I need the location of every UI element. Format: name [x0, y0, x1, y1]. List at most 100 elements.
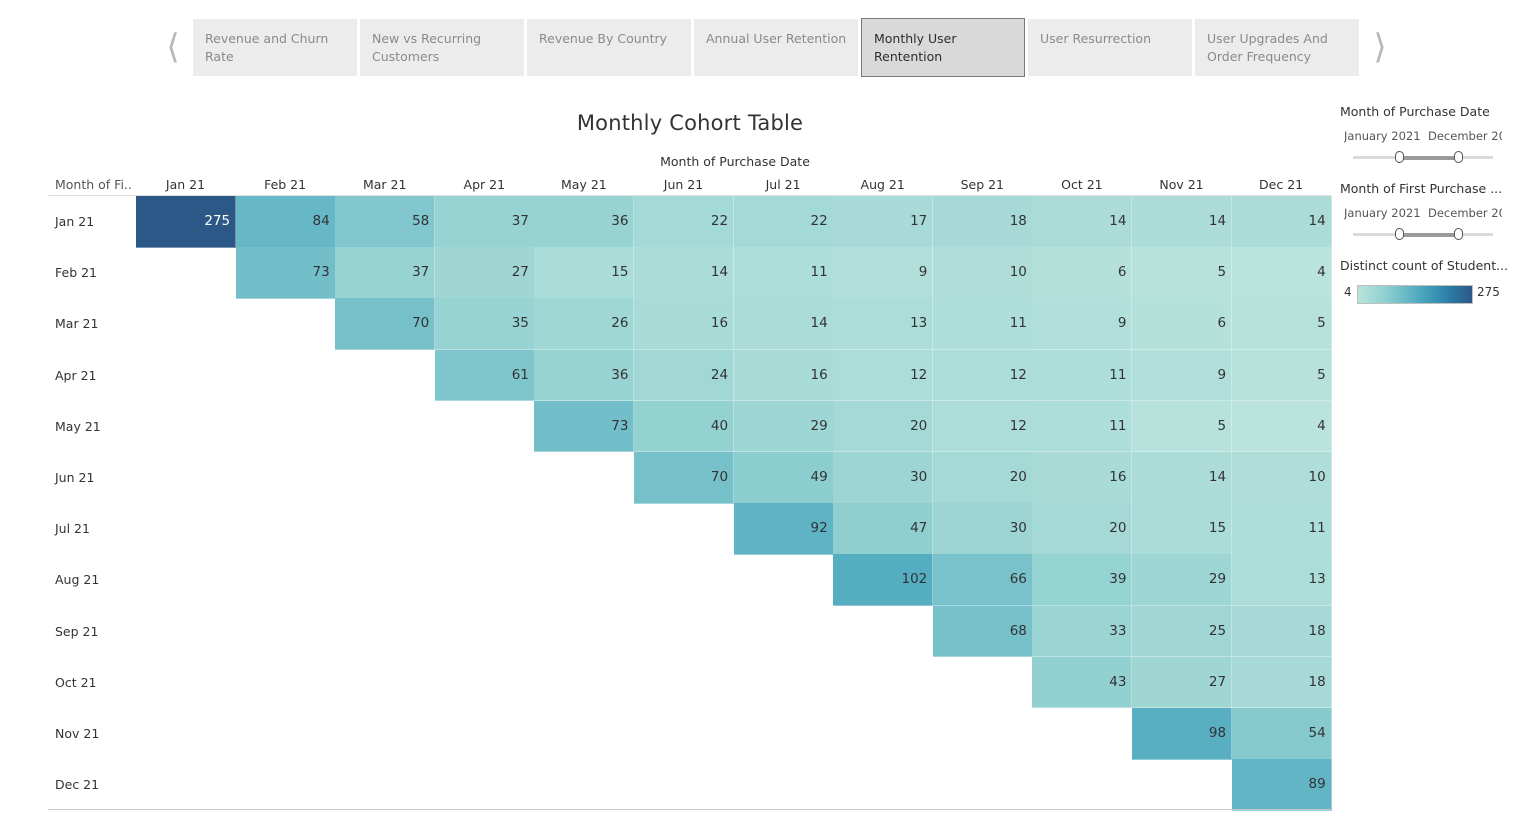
heatmap-cell[interactable]: 20 — [1032, 503, 1133, 555]
heatmap-cell[interactable]: 16 — [1032, 452, 1133, 504]
slider-end-handle[interactable] — [1454, 151, 1463, 163]
heatmap-cell[interactable]: 9 — [1032, 298, 1133, 351]
heatmap-cell[interactable]: 9 — [833, 247, 934, 299]
tab-annual-user-retention[interactable]: Annual User Retention — [694, 19, 858, 76]
heatmap-cell[interactable]: 22 — [634, 196, 735, 248]
heatmap-cell[interactable]: 14 — [1032, 196, 1133, 248]
heatmap-cell[interactable]: 68 — [932, 605, 1033, 658]
tab-monthly-user-rentention[interactable]: Monthly User Rentention — [861, 18, 1025, 77]
tab-revenue-and-churn-rate[interactable]: Revenue and Churn Rate — [193, 19, 357, 76]
heatmap-cell[interactable]: 4 — [1231, 400, 1332, 453]
heatmap-cell[interactable]: 11 — [733, 247, 834, 299]
heatmap-cell[interactable]: 70 — [634, 452, 735, 504]
heatmap-cell[interactable]: 39 — [1032, 554, 1133, 607]
heatmap-cell[interactable]: 11 — [1032, 400, 1133, 453]
heatmap-cell[interactable]: 27 — [434, 247, 535, 299]
heatmap-cell[interactable]: 18 — [932, 196, 1033, 248]
heatmap-cell[interactable]: 5 — [1132, 247, 1233, 299]
heatmap-cell[interactable]: 37 — [434, 196, 535, 248]
heatmap-cell[interactable]: 47 — [833, 503, 934, 555]
heatmap-cell[interactable]: 89 — [1231, 759, 1332, 811]
heatmap-cell[interactable]: 13 — [833, 298, 934, 351]
heatmap-cell[interactable]: 16 — [733, 349, 834, 402]
heatmap-cell[interactable]: 6 — [1032, 247, 1133, 299]
heatmap-cell[interactable]: 20 — [833, 400, 934, 453]
heatmap-cell[interactable]: 18 — [1231, 656, 1332, 709]
column-header: Apr 21 — [463, 177, 506, 192]
heatmap-cell[interactable]: 5 — [1231, 298, 1332, 351]
heatmap-cell[interactable]: 61 — [434, 349, 535, 402]
tab-new-vs-recurring-customers[interactable]: New vs Recurring Customers — [360, 19, 524, 76]
slider-end-handle[interactable] — [1454, 228, 1463, 240]
heatmap-cell[interactable]: 102 — [833, 554, 934, 607]
heatmap-cell[interactable]: 33 — [1032, 605, 1133, 658]
heatmap-cell[interactable]: 12 — [833, 349, 934, 402]
heatmap-cell[interactable]: 22 — [733, 196, 834, 248]
heatmap-cell[interactable]: 14 — [1231, 196, 1332, 248]
heatmap-cell[interactable]: 20 — [932, 452, 1033, 504]
heatmap-cell[interactable]: 11 — [932, 298, 1033, 351]
tab-user-resurrection[interactable]: User Resurrection — [1028, 19, 1192, 76]
heatmap-cell[interactable]: 49 — [733, 452, 834, 504]
slider-start-handle[interactable] — [1395, 228, 1405, 240]
heatmap-cell[interactable]: 73 — [534, 400, 635, 453]
heatmap-cell[interactable]: 15 — [534, 247, 635, 299]
heatmap-cell[interactable]: 15 — [1132, 503, 1233, 555]
heatmap-cell[interactable]: 58 — [335, 196, 436, 248]
heatmap-cell[interactable]: 12 — [932, 400, 1033, 453]
filter-title-first-purchase: Month of First Purchase ... — [1340, 181, 1503, 196]
heatmap-cell[interactable]: 14 — [733, 298, 834, 351]
row-label: Nov 21 — [55, 726, 100, 741]
heatmap-cell[interactable]: 14 — [1132, 196, 1233, 248]
heatmap-cell[interactable]: 66 — [932, 554, 1033, 607]
heatmap-cell[interactable]: 17 — [833, 196, 934, 248]
purchase-date-slider[interactable] — [1353, 151, 1493, 163]
heatmap-cell[interactable]: 43 — [1032, 656, 1133, 709]
heatmap-cell[interactable]: 10 — [1231, 452, 1332, 504]
heatmap-cell[interactable]: 5 — [1132, 400, 1233, 453]
tab-revenue-by-country[interactable]: Revenue By Country — [527, 19, 691, 76]
heatmap-cell[interactable]: 18 — [1231, 605, 1332, 658]
heatmap-cell[interactable]: 35 — [434, 298, 535, 351]
heatmap-cell[interactable]: 29 — [1132, 554, 1233, 607]
heatmap-cell[interactable]: 24 — [634, 349, 735, 402]
heatmap-cell[interactable]: 13 — [1231, 554, 1332, 607]
slider-start-handle[interactable] — [1395, 151, 1405, 163]
chevron-right-icon[interactable]: ⟩ — [1373, 27, 1387, 67]
heatmap-cell[interactable]: 6 — [1132, 298, 1233, 351]
column-header: Mar 21 — [362, 177, 407, 192]
column-header: Oct 21 — [1061, 177, 1103, 192]
heatmap-cell[interactable]: 30 — [833, 452, 934, 504]
heatmap-cell[interactable]: 5 — [1231, 349, 1332, 402]
heatmap-cell[interactable]: 11 — [1231, 503, 1332, 555]
heatmap-cell[interactable]: 26 — [534, 298, 635, 351]
tab-user-upgrades-and-order-frequency[interactable]: User Upgrades And Order Frequency — [1195, 19, 1359, 76]
chevron-left-icon[interactable]: ⟨ — [166, 27, 180, 67]
heatmap-cell[interactable]: 12 — [932, 349, 1033, 402]
heatmap-cell[interactable]: 29 — [733, 400, 834, 453]
heatmap-cell[interactable]: 27 — [1132, 656, 1233, 709]
heatmap-cell[interactable]: 9 — [1132, 349, 1233, 402]
heatmap-cell[interactable]: 275 — [136, 196, 237, 248]
heatmap-cell[interactable]: 54 — [1231, 708, 1332, 760]
heatmap-cell[interactable]: 14 — [634, 247, 735, 299]
heatmap-cell[interactable]: 40 — [634, 400, 735, 453]
heatmap-cell[interactable]: 10 — [932, 247, 1033, 299]
heatmap-cell[interactable]: 36 — [534, 196, 635, 248]
heatmap-cell[interactable]: 25 — [1132, 605, 1233, 658]
heatmap-cell[interactable]: 98 — [1132, 708, 1233, 760]
row-label: Jan 21 — [55, 214, 95, 229]
heatmap-cell[interactable]: 4 — [1231, 247, 1332, 299]
heatmap-cell[interactable]: 92 — [733, 503, 834, 555]
column-header: Feb 21 — [264, 177, 307, 192]
heatmap-cell[interactable]: 37 — [335, 247, 436, 299]
heatmap-cell[interactable]: 84 — [235, 196, 336, 248]
heatmap-cell[interactable]: 11 — [1032, 349, 1133, 402]
heatmap-cell[interactable]: 14 — [1132, 452, 1233, 504]
heatmap-cell[interactable]: 36 — [534, 349, 635, 402]
heatmap-cell[interactable]: 70 — [335, 298, 436, 351]
heatmap-cell[interactable]: 73 — [235, 247, 336, 299]
first-purchase-slider[interactable] — [1353, 228, 1493, 240]
heatmap-cell[interactable]: 30 — [932, 503, 1033, 555]
heatmap-cell[interactable]: 16 — [634, 298, 735, 351]
